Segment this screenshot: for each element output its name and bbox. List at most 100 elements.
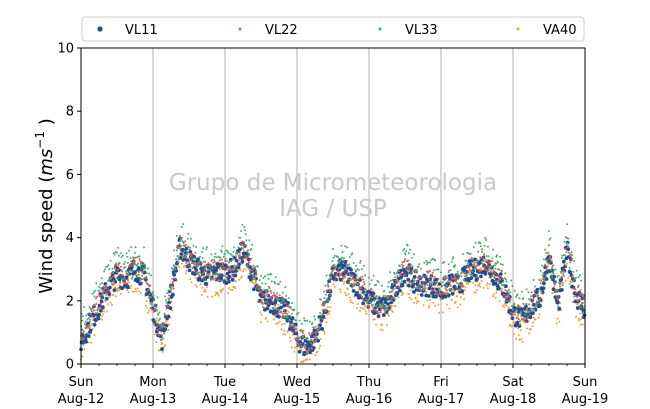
point-vl11 [582,313,587,318]
point-vl33 [392,288,395,291]
point-vl33 [424,287,427,290]
point-va40 [323,330,325,333]
y-tick-label: 2 [66,294,74,309]
point-va40 [184,272,187,275]
point-vl33 [293,308,296,311]
point-vl33 [555,289,558,292]
point-va40 [578,312,581,315]
point-vl22 [431,271,434,274]
point-va40 [252,282,255,285]
point-va40 [355,307,358,310]
point-vl22 [96,295,99,298]
point-vl33 [560,257,563,260]
point-vl33 [578,274,581,277]
point-vl33 [423,284,426,287]
point-vl33 [348,263,351,266]
point-vl22 [229,267,232,270]
point-vl11 [483,271,488,276]
point-vl33 [136,255,139,258]
point-vl33 [501,263,504,266]
point-vl22 [434,283,437,286]
point-vl22 [251,275,254,278]
point-vl33 [256,265,259,268]
point-vl22 [202,276,205,279]
point-vl22 [351,286,354,289]
point-va40 [265,316,268,319]
point-vl33 [186,253,189,256]
point-vl33 [388,291,391,294]
point-vl22 [345,263,348,265]
point-vl33 [516,293,519,296]
point-vl33 [371,303,374,306]
point-vl22 [505,297,508,300]
point-vl22 [171,285,174,288]
point-va40 [93,334,96,337]
point-vl33 [121,254,124,257]
point-vl33 [348,256,351,258]
point-va40 [531,325,534,328]
point-vl33 [344,268,347,271]
point-vl33 [431,280,433,283]
point-vl11 [187,268,192,273]
point-vl33 [123,263,126,266]
point-vl22 [390,297,393,300]
point-vl33 [544,275,547,277]
point-va40 [346,288,349,291]
point-vl33 [209,268,212,271]
point-vl33 [228,260,231,263]
point-vl33 [155,309,158,312]
point-vl33 [420,267,423,270]
point-va40 [312,342,315,345]
point-vl33 [138,255,141,258]
point-vl22 [501,278,504,280]
point-vl33 [182,223,185,226]
point-vl33 [280,310,283,313]
point-vl33 [211,273,214,276]
point-vl22 [375,295,378,298]
point-vl33 [579,289,582,292]
point-vl22 [488,262,491,265]
point-vl33 [146,283,149,286]
point-va40 [373,318,376,321]
point-vl33 [214,252,217,255]
point-vl11 [234,269,238,273]
point-vl22 [97,306,100,309]
point-vl11 [376,300,380,305]
point-vl33 [578,305,581,308]
point-vl33 [489,270,492,273]
point-vl22 [138,258,141,260]
point-vl22 [447,271,450,273]
point-vl33 [244,233,247,236]
point-vl11 [188,249,193,254]
point-vl22 [406,267,409,269]
point-vl33 [83,306,86,308]
point-vl22 [160,330,163,333]
point-vl33 [550,274,553,277]
point-vl33 [512,308,514,311]
point-vl33 [350,274,352,277]
point-vl11 [163,327,168,332]
point-vl22 [330,266,333,268]
y-tick-label: 0 [66,358,74,373]
point-vl11 [321,314,326,319]
point-vl11 [160,347,164,351]
point-vl33 [233,246,235,249]
point-vl11 [108,285,112,290]
point-vl22 [108,289,111,292]
x-tick-label-day: Tue [213,375,236,390]
point-vl22 [128,263,131,266]
point-vl33 [527,291,530,294]
point-va40 [357,303,360,305]
point-vl33 [87,325,90,328]
point-vl33 [560,270,563,273]
point-vl11 [528,315,533,320]
point-vl33 [462,271,465,274]
point-vl33 [357,282,360,285]
point-vl33 [325,274,328,277]
point-vl22 [321,304,324,307]
point-vl33 [400,278,403,281]
point-va40 [333,285,336,288]
point-va40 [474,291,477,294]
point-vl33 [164,299,167,301]
point-vl33 [126,255,129,258]
